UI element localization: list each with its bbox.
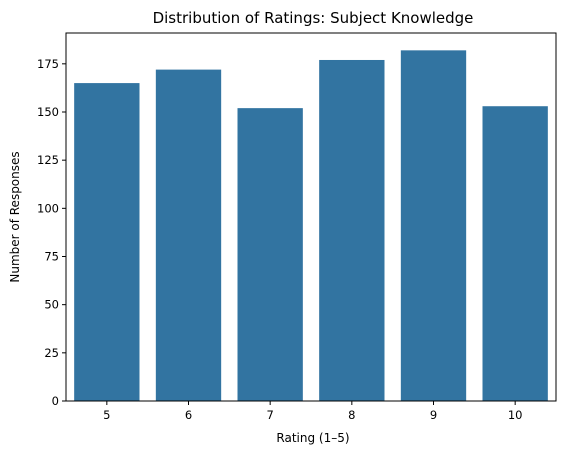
bars-group: [74, 50, 548, 402]
y-axis-ticks: 0 25 50 75 100 125 150 175: [37, 57, 66, 408]
y-tick-label: 125: [37, 153, 59, 167]
x-tick-label: 6: [185, 408, 192, 422]
bar-10: [482, 106, 548, 401]
plot-frame: [65, 32, 557, 402]
x-axis-ticks: 5 6 7 8 9 10: [103, 401, 522, 422]
x-tick-label: 10: [508, 408, 523, 422]
bar-9: [400, 50, 467, 402]
bar-8: [319, 59, 385, 402]
x-tick-label: 5: [103, 408, 110, 422]
bar-6: [155, 69, 222, 401]
bar-5: [74, 83, 140, 401]
y-tick-label: 150: [37, 105, 59, 119]
y-tick-label: 100: [37, 201, 59, 215]
x-tick-label: 8: [348, 408, 355, 422]
y-tick-label: 0: [52, 394, 59, 408]
x-tick-label: 7: [267, 408, 274, 422]
x-tick-label: 9: [430, 408, 437, 422]
bar-7: [237, 108, 303, 401]
y-tick-label: 50: [44, 298, 59, 312]
y-tick-label: 175: [37, 57, 59, 71]
chart-title: Distribution of Ratings: Subject Knowled…: [153, 9, 474, 27]
y-tick-label: 75: [44, 249, 59, 263]
y-axis-label: Number of Responses: [8, 151, 22, 282]
y-tick-label: 25: [44, 346, 59, 360]
x-axis-label: Rating (1–5): [276, 431, 349, 445]
